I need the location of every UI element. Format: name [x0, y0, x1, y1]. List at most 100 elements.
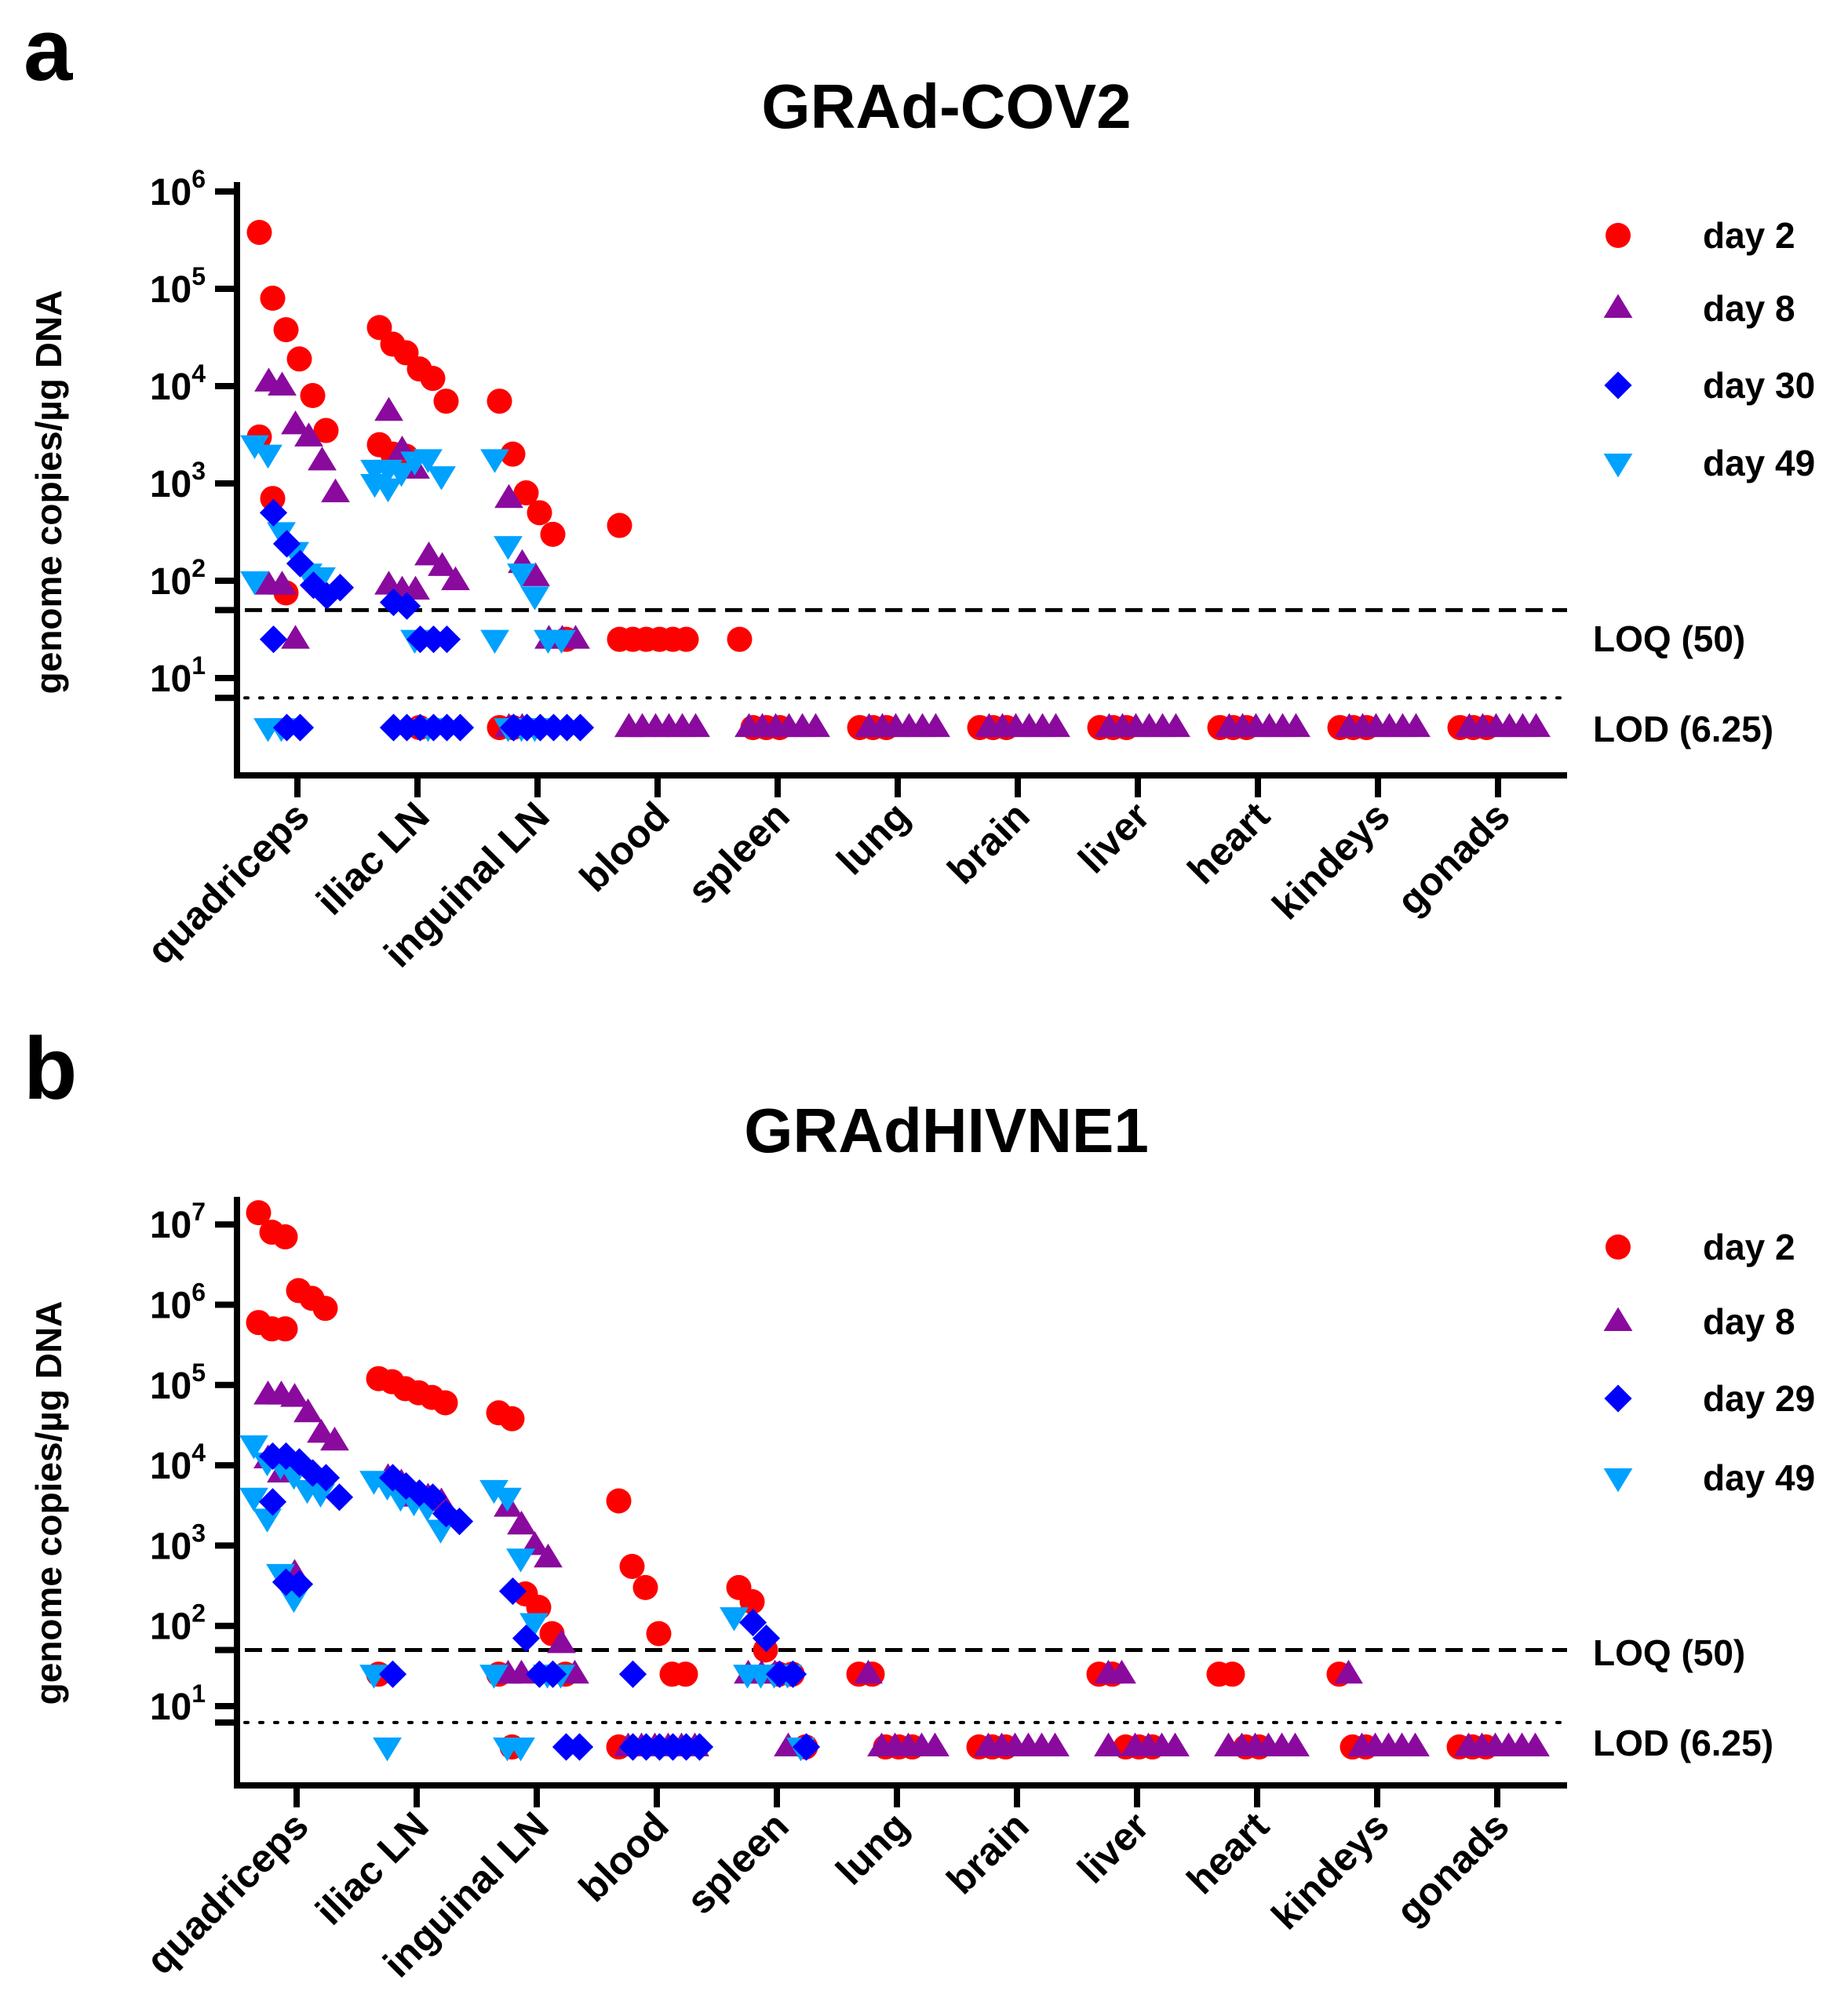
data-point-day-2	[246, 1200, 272, 1226]
data-point-day-49	[374, 478, 403, 503]
data-point-day-8	[534, 1543, 563, 1568]
data-point-day-30	[392, 592, 421, 620]
lod-label: LOD (6.25)	[1593, 709, 1773, 749]
data-point-day-2	[500, 441, 526, 467]
x-tick-label: heart	[1179, 1803, 1278, 1902]
data-point-day-30	[432, 625, 461, 654]
y-tick-label: 107	[150, 1198, 206, 1246]
data-point-day-8	[1107, 1659, 1136, 1684]
y-tick-base: 10	[150, 366, 191, 408]
data-point-day-29	[565, 1733, 594, 1761]
data-point-day-2	[632, 1574, 658, 1600]
data-point-day-8	[293, 1398, 323, 1423]
x-tick-label: brain	[939, 793, 1038, 892]
y-tick-label: 101	[150, 1679, 206, 1728]
data-point-day-8	[681, 713, 710, 738]
data-point-day-8	[854, 1659, 883, 1684]
data-point-day-30	[259, 498, 288, 527]
data-point-day-29	[498, 1577, 527, 1606]
x-tick-label: brain	[939, 1803, 1037, 1902]
data-point-day-49	[547, 629, 576, 655]
y-tick-base: 10	[150, 269, 191, 311]
data-point-day-29	[512, 1624, 541, 1653]
data-point-day-29	[258, 1488, 287, 1516]
y-tick-base: 10	[150, 1687, 191, 1728]
data-point-day-2	[432, 1390, 458, 1416]
chart-title: GRAdHIVNE1	[744, 1096, 1149, 1165]
data-point-day-2	[487, 388, 512, 414]
data-point-day-29	[285, 1570, 314, 1599]
data-point-day-2	[260, 286, 286, 312]
data-point-day-29	[778, 1660, 807, 1688]
data-point-day-2	[246, 220, 272, 246]
data-point-day-8	[308, 447, 337, 471]
data-point-day-8	[1334, 1659, 1363, 1684]
data-point-day-29	[792, 1733, 821, 1761]
data-point-day-2	[513, 480, 539, 506]
data-point-day-8	[281, 625, 310, 649]
data-point-day-30	[272, 530, 301, 558]
data-point-day-29	[445, 1508, 474, 1536]
data-point-day-2	[673, 626, 699, 652]
data-point-day-49	[494, 536, 523, 560]
y-tick-exponent: 3	[191, 1519, 206, 1547]
y-tick-base: 10	[150, 561, 191, 603]
legend-marker-day-29	[1604, 1384, 1632, 1413]
data-point-day-8	[321, 478, 350, 503]
data-point-day-49	[480, 629, 509, 655]
data-point-day-2	[286, 346, 312, 372]
y-tick-base: 10	[150, 1526, 191, 1567]
data-point-day-49	[493, 1487, 522, 1512]
data-point-day-49	[427, 466, 456, 490]
y-tick-label: 102	[150, 1599, 206, 1648]
data-point-day-29	[538, 1660, 567, 1688]
x-tick-label: gonads	[1388, 793, 1518, 923]
y-tick-label: 104	[150, 359, 206, 408]
panel-label: b	[24, 1019, 77, 1118]
data-point-day-2	[272, 1316, 298, 1342]
data-point-day-29	[738, 1608, 767, 1637]
legend-marker-day-8	[1603, 1307, 1633, 1331]
data-point-day-8	[280, 1383, 309, 1407]
data-point-day-8	[494, 483, 523, 509]
data-point-day-8	[1041, 1732, 1070, 1757]
data-point-day-8	[294, 422, 323, 447]
data-point-day-30	[432, 713, 461, 742]
data-point-day-30	[379, 588, 408, 617]
data-point-day-8	[1401, 713, 1431, 738]
data-point-day-8	[614, 713, 643, 738]
legend-label: day 2	[1703, 1227, 1795, 1267]
data-point-day-29	[298, 1459, 327, 1487]
data-point-day-8	[801, 713, 830, 738]
data-point-day-29	[418, 1483, 447, 1512]
y-tick-exponent: 3	[191, 457, 206, 485]
data-point-day-8	[320, 1426, 349, 1451]
data-point-day-2	[272, 1224, 298, 1250]
data-point-day-8	[921, 713, 950, 738]
y-tick-exponent: 7	[191, 1198, 206, 1226]
x-tick-label: liver	[1069, 1803, 1157, 1891]
data-point-day-8	[281, 410, 310, 435]
data-point-day-29	[752, 1624, 781, 1653]
data-point-day-2	[607, 512, 632, 538]
data-point-day-30	[566, 713, 595, 742]
data-point-day-49	[240, 435, 269, 460]
legend-marker-day-2	[1606, 1234, 1631, 1260]
data-point-day-49	[479, 1665, 508, 1689]
loq-label: LOQ (50)	[1593, 618, 1745, 659]
y-tick-exponent: 4	[191, 359, 206, 388]
data-point-day-2	[300, 383, 326, 409]
data-point-day-29	[618, 1660, 647, 1688]
y-tick-exponent: 1	[191, 651, 206, 680]
x-tick-label: kindeys	[1264, 793, 1398, 928]
y-tick-label: 105	[150, 1358, 206, 1407]
data-point-day-8	[414, 541, 443, 566]
loq-label: LOQ (50)	[1593, 1632, 1745, 1673]
data-point-day-29	[392, 1472, 421, 1501]
x-tick-label: spleen	[678, 1803, 797, 1923]
y-tick-base: 10	[150, 1606, 191, 1648]
data-point-day-29	[618, 1733, 647, 1761]
y-tick-exponent: 6	[191, 165, 206, 193]
